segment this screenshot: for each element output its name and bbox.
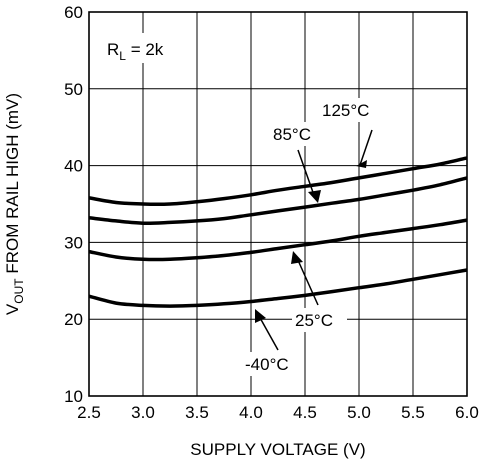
y-axis-label: VOUT FROM RAIL HIGH (mV) bbox=[3, 93, 26, 315]
x-tick-label: 4.0 bbox=[239, 403, 263, 422]
x-tick-label: 4.5 bbox=[293, 403, 317, 422]
annotation-125c-arrowhead bbox=[356, 160, 367, 168]
annotation-85c: 85°C bbox=[270, 122, 325, 203]
annotation-85c-arrowhead bbox=[308, 190, 321, 203]
annotation-25c-text: 25°C bbox=[295, 311, 333, 330]
y-tick-label: 20 bbox=[64, 310, 83, 329]
x-tick-label: 3.5 bbox=[185, 403, 209, 422]
condition-subscript: L bbox=[119, 49, 126, 63]
y-tick-label: 50 bbox=[64, 80, 83, 99]
annotation-85c-arrow bbox=[297, 149, 316, 199]
x-tick-label: 5.0 bbox=[347, 403, 371, 422]
y-tick-labels: 10 20 30 40 50 60 bbox=[64, 3, 83, 406]
condition-label-text: RL = 2k bbox=[107, 40, 164, 63]
condition-suffix: = 2k bbox=[126, 40, 164, 59]
x-tick-label: 2.5 bbox=[77, 403, 101, 422]
annotation-125c-arrow bbox=[359, 129, 373, 166]
annotation-25c-arrow bbox=[296, 257, 319, 306]
annotation-25c-background bbox=[292, 308, 347, 332]
y-tick-label: 30 bbox=[64, 233, 83, 252]
x-axis-label: SUPPLY VOLTAGE (V) bbox=[190, 440, 365, 459]
series-line-40c bbox=[88, 268, 468, 308]
series-layer bbox=[88, 156, 468, 308]
annotation-25c-arrowhead bbox=[291, 251, 303, 264]
annotations: 125°C 85°C 25°C -40°C bbox=[242, 98, 383, 376]
plot-frame bbox=[88, 11, 468, 397]
annotation-minus40c-arrowhead bbox=[255, 309, 266, 323]
annotation-minus40c-text: -40°C bbox=[245, 355, 289, 374]
y-axis-label-subscript: OUT bbox=[12, 278, 26, 304]
annotation-25c: 25°C bbox=[291, 251, 347, 332]
condition-label-background bbox=[101, 33, 169, 63]
annotation-minus40c: -40°C bbox=[242, 309, 302, 376]
y-axis-label-suffix: FROM RAIL HIGH (mV) bbox=[3, 93, 22, 278]
x-tick-label: 6.0 bbox=[455, 403, 479, 422]
annotation-125c: 125°C bbox=[318, 98, 383, 168]
y-tick-label: 40 bbox=[64, 157, 83, 176]
annotation-minus40c-arrow bbox=[258, 315, 279, 351]
annotation-minus40c-background bbox=[242, 352, 302, 376]
x-tick-label: 5.5 bbox=[401, 403, 425, 422]
x-tick-labels: 2.5 3.0 3.5 4.0 4.5 5.0 5.5 6.0 bbox=[77, 403, 479, 422]
series-line-125c bbox=[88, 156, 468, 207]
annotation-85c-text: 85°C bbox=[273, 125, 311, 144]
condition-label: RL = 2k bbox=[101, 33, 169, 63]
y-tick-label: 60 bbox=[64, 3, 83, 22]
condition-prefix: R bbox=[107, 40, 119, 59]
y-axis-label-prefix: V bbox=[3, 303, 22, 315]
annotation-125c-background bbox=[318, 98, 383, 122]
series-line-25c bbox=[88, 218, 468, 262]
series-line-85c bbox=[88, 176, 468, 226]
x-tick-label: 3.0 bbox=[131, 403, 155, 422]
annotation-125c-text: 125°C bbox=[322, 101, 369, 120]
annotation-85c-background bbox=[270, 122, 325, 146]
y-tick-label: 10 bbox=[64, 387, 83, 406]
